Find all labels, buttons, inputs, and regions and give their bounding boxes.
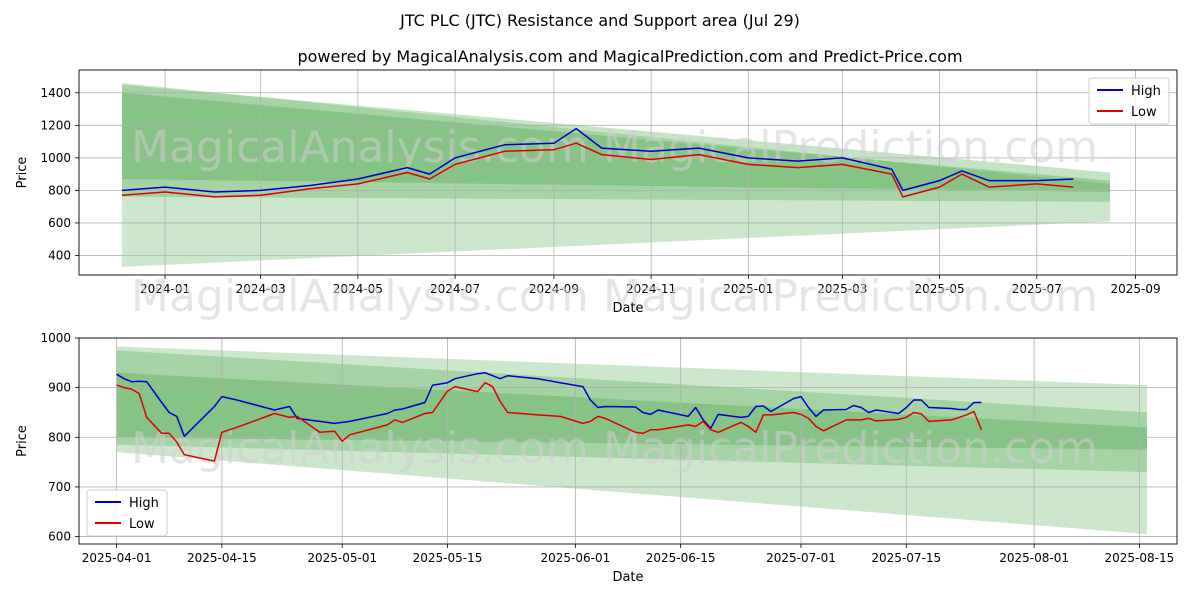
chart-subtitle: powered by MagicalAnalysis.com and Magic… (297, 47, 962, 66)
top-watermark-analysis: MagicalAnalysis.com (131, 271, 589, 322)
bottom-x-tick-label: 2025-08-15 (1105, 551, 1175, 565)
bottom-legend: High Low (86, 489, 168, 537)
bottom-legend-label-high: High (129, 496, 159, 511)
top-series-low-line (121, 142, 1074, 198)
top-x-tick-label: 2024-07 (430, 282, 480, 296)
top-plot-frame (78, 69, 1178, 276)
bottom-watermark-prediction: MagicalPrediction.com (603, 423, 1098, 474)
bottom-x-tick-label: 2025-04-01 (82, 551, 152, 565)
top-legend-label-high: High (1131, 84, 1161, 99)
top-chart-panel: 2024-01 2024-03 2024-05 2024-07 2024-09 2024-… (15, 69, 1178, 322)
top-x-tick-label: 2024-05 (333, 282, 383, 296)
bottom-band-1 (116, 350, 1147, 473)
top-x-axis-label: Date (612, 301, 643, 316)
bottom-plot-frame (78, 337, 1178, 545)
top-x-tick-label: 2024-11 (626, 282, 676, 296)
top-y-tick-label: 600 (48, 216, 71, 230)
top-y-tick-label: 1400 (40, 86, 71, 100)
bottom-y-tick-label: 1000 (40, 331, 71, 345)
top-legend: High Low (1088, 77, 1170, 125)
top-y-tick-label: 400 (48, 248, 71, 262)
top-legend-label-low: Low (1131, 105, 1157, 120)
top-x-tick-label: 2024-09 (529, 282, 579, 296)
top-x-tick-label: 2025-01 (723, 282, 773, 296)
bottom-legend-label-low: Low (129, 517, 155, 532)
bottom-y-tick-label: 900 (48, 381, 71, 395)
bottom-x-tick-label: 2025-06-15 (646, 551, 716, 565)
top-series-high-line (121, 127, 1074, 193)
top-y-tick-label: 1200 (40, 118, 71, 132)
bottom-x-tick-label: 2025-04-15 (187, 551, 257, 565)
bottom-series-low-line (116, 381, 983, 462)
bottom-x-tick-label: 2025-05-15 (413, 551, 483, 565)
top-x-tick-label: 2025-09 (1110, 282, 1160, 296)
bottom-band-2 (116, 372, 1147, 450)
bottom-x-axis-label: Date (612, 570, 643, 585)
top-band-2 (122, 92, 1111, 193)
bottom-y-tick-label: 600 (48, 530, 71, 544)
bottom-x-tick-label: 2025-05-01 (307, 551, 377, 565)
bottom-x-tick-label: 2025-07-15 (871, 551, 941, 565)
top-y-axis-label: Price (15, 157, 30, 189)
top-x-tick-label: 2025-03 (817, 282, 867, 296)
bottom-y-tick-label: 800 (48, 430, 71, 444)
top-watermark-analysis: MagicalAnalysis.com (131, 122, 589, 173)
bottom-chart-panel: 2025-04-01 2025-04-15 2025-05-01 2025-05-15… (15, 331, 1178, 585)
bottom-y-axis-label: Price (15, 425, 30, 457)
top-x-tick-label: 2025-05 (914, 282, 964, 296)
top-band-1 (122, 84, 1111, 202)
top-watermark-prediction: MagicalPrediction.com (603, 122, 1098, 173)
top-watermark-prediction: MagicalPrediction.com (603, 271, 1098, 322)
top-x-tick-label: 2024-01 (140, 282, 190, 296)
top-y-tick-label: 1000 (40, 151, 71, 165)
bottom-x-tick-label: 2025-07-01 (766, 551, 836, 565)
top-band-0 (122, 83, 1111, 267)
bottom-series-high-line (116, 371, 982, 438)
top-y-tick-label: 800 (48, 183, 71, 197)
bottom-x-tick-label: 2025-06-01 (540, 551, 610, 565)
top-x-tick-label: 2024-03 (236, 282, 286, 296)
bottom-x-tick-label: 2025-08-01 (999, 551, 1069, 565)
chart-title: JTC PLC (JTC) Resistance and Support are… (399, 11, 800, 30)
top-x-tick-label: 2025-07 (1012, 282, 1062, 296)
bottom-y-tick-label: 700 (48, 480, 71, 494)
bottom-watermark-analysis: MagicalAnalysis.com (131, 423, 589, 474)
